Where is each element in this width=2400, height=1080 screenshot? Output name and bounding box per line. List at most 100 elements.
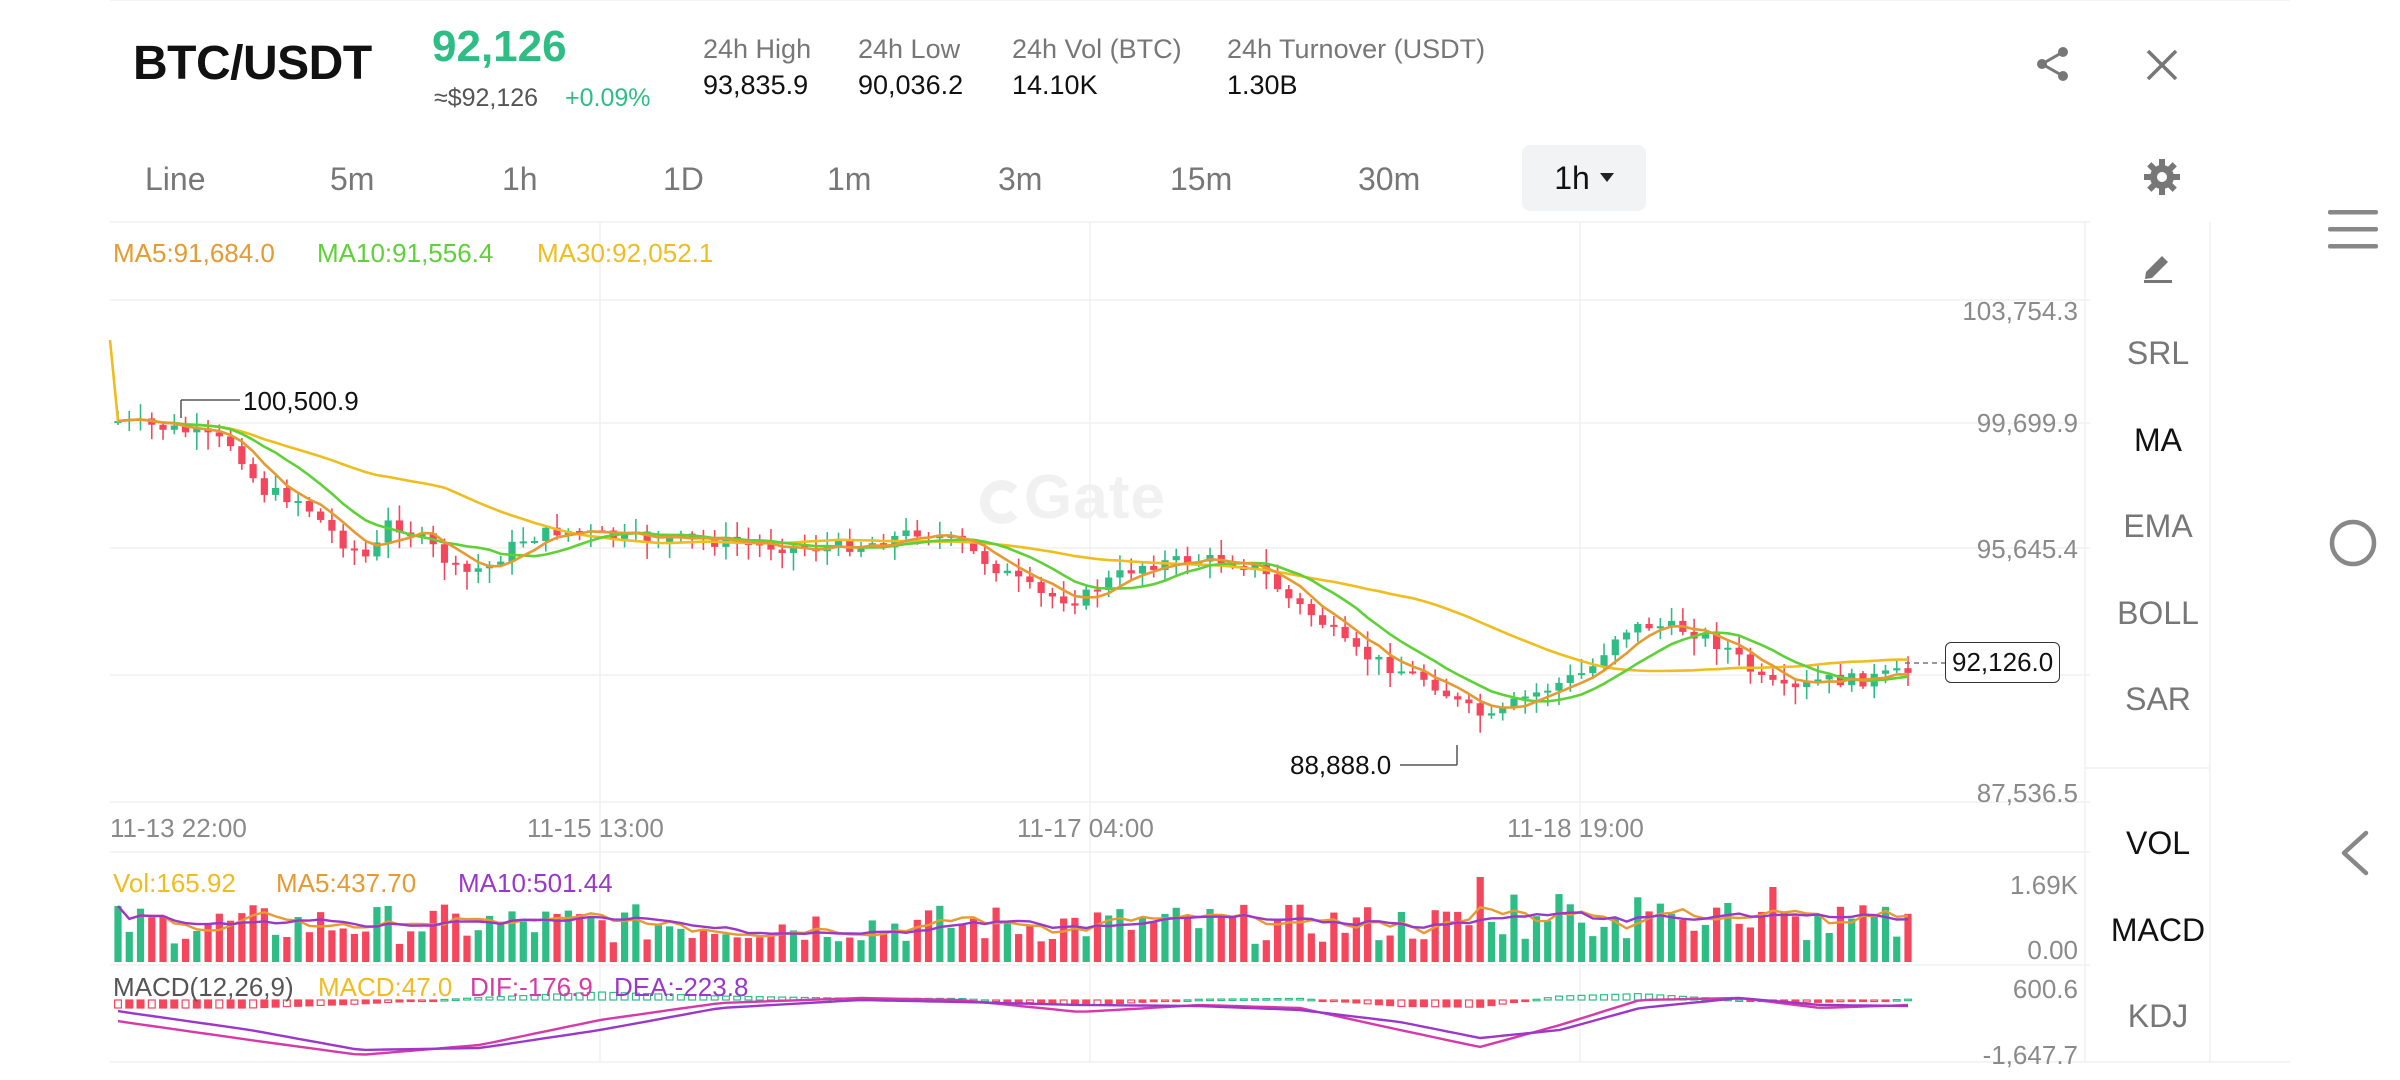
watermark-text: Gate <box>1024 463 1166 532</box>
volume-bar <box>1713 907 1721 962</box>
price-usd: ≈$92,126 <box>434 84 539 112</box>
macd-bar <box>688 994 697 1001</box>
volume-bar <box>756 937 764 962</box>
volume-bar <box>1814 914 1822 962</box>
candle-body <box>643 531 651 543</box>
tab-5m[interactable]: 5m <box>330 161 375 197</box>
volume-bar <box>1791 916 1800 962</box>
candle-body <box>474 568 482 572</box>
gear-icon[interactable] <box>2143 158 2181 196</box>
candle-body <box>1375 656 1383 660</box>
volume-bar <box>733 937 741 962</box>
volume-bar <box>1172 907 1180 962</box>
macd-bar <box>1183 999 1192 1002</box>
indicator-ma[interactable]: MA <box>2134 422 2182 458</box>
candle-body <box>1893 668 1901 671</box>
indicator-vol[interactable]: VOL <box>2125 825 2191 861</box>
indicator-macd[interactable]: MACD <box>2110 912 2206 948</box>
candle-body <box>1364 646 1372 660</box>
macd-bar <box>1464 999 1473 1008</box>
tab-3m[interactable]: 3m <box>998 161 1043 197</box>
candle-body <box>1454 696 1462 700</box>
volume-bar <box>1454 911 1462 962</box>
macd-bar <box>620 992 629 1001</box>
tab-30m[interactable]: 30m <box>1358 161 1421 197</box>
candle-body <box>1814 679 1822 683</box>
tab-1m[interactable]: 1m <box>827 161 872 197</box>
candle-body <box>1318 615 1327 625</box>
candle-body <box>1352 638 1360 647</box>
candle-body <box>1656 626 1664 629</box>
candle-body <box>193 428 201 433</box>
volume-bar <box>1465 925 1473 962</box>
volume-bar <box>508 911 516 962</box>
candle-body <box>711 539 719 547</box>
low-annotation: 88,888.0 <box>1290 750 1392 780</box>
candle-body <box>1071 603 1079 606</box>
candle-body <box>339 530 347 549</box>
volume-bar <box>992 907 1000 962</box>
back-chevron-icon[interactable] <box>2338 830 2372 876</box>
volume-bar <box>1364 907 1372 962</box>
macd-bar <box>1127 999 1136 1004</box>
candle-body <box>1667 620 1676 627</box>
pair-title[interactable]: BTC/USDT <box>133 37 372 90</box>
candle-body <box>497 561 505 565</box>
tab-1d[interactable]: 1D <box>663 161 704 197</box>
candle-body <box>1307 604 1315 616</box>
candle-body <box>395 520 404 533</box>
macd-bar <box>406 999 415 1003</box>
volume-bar <box>598 920 606 962</box>
volume-bar <box>722 934 730 962</box>
indicator-kdj[interactable]: KDJ <box>2127 998 2189 1034</box>
tab-15m[interactable]: 15m <box>1170 161 1233 197</box>
gate-logo-icon <box>980 480 1024 524</box>
indicator-boll[interactable]: BOLL <box>2117 595 2199 631</box>
price-axis-label: 103,754.3 <box>1962 296 2078 326</box>
macd-bar <box>519 994 528 1001</box>
volume-bar <box>1431 910 1439 962</box>
price-axis-label: 99,699.9 <box>1976 408 2078 438</box>
indicator-ema[interactable]: EMA <box>2123 508 2193 544</box>
macd-histogram <box>113 991 1912 1009</box>
macd-bar <box>1419 999 1428 1008</box>
volume-bar <box>924 910 933 962</box>
volume-bar <box>1611 918 1619 962</box>
macd-bar <box>1813 999 1822 1003</box>
candle-body <box>947 535 955 538</box>
candle-body <box>846 539 854 552</box>
tab-active-timeframe[interactable]: 1h <box>1522 145 1646 211</box>
pencil-icon[interactable] <box>2140 248 2176 284</box>
volume-bar <box>497 921 505 962</box>
volume-bar <box>1769 887 1777 962</box>
volume-bar <box>1555 894 1563 962</box>
tab-line[interactable]: Line <box>145 161 206 197</box>
macd-bar <box>1206 998 1215 1002</box>
macd-dif-legend: DIF:-176.9 <box>470 972 593 1002</box>
volume-bar <box>936 905 944 962</box>
volume-bar <box>1510 894 1518 962</box>
home-circle-icon[interactable] <box>2328 518 2378 568</box>
indicator-srl[interactable]: SRL <box>2126 335 2190 371</box>
macd-bar <box>564 992 573 1001</box>
candle-body <box>542 527 550 541</box>
indicator-sar[interactable]: SAR <box>2125 681 2191 717</box>
macd-bar <box>1408 999 1417 1008</box>
volume-bar <box>384 906 392 962</box>
time-axis-label: 11-15 13:00 <box>527 813 664 843</box>
share-icon[interactable] <box>2033 44 2073 84</box>
volume-bar <box>1622 938 1631 962</box>
tab-1h[interactable]: 1h <box>502 161 538 197</box>
candle-body <box>778 549 786 553</box>
menu-icon[interactable] <box>2328 208 2378 250</box>
candle-body <box>913 530 921 537</box>
macd-bar <box>1881 999 1890 1003</box>
volume-bar <box>339 928 347 962</box>
macd-bar <box>417 999 426 1003</box>
macd-bar <box>1611 993 1620 1001</box>
close-icon[interactable] <box>2145 48 2179 82</box>
macd-bar <box>1318 999 1327 1003</box>
macd-bar <box>733 995 742 1001</box>
candle-body <box>1409 671 1417 674</box>
